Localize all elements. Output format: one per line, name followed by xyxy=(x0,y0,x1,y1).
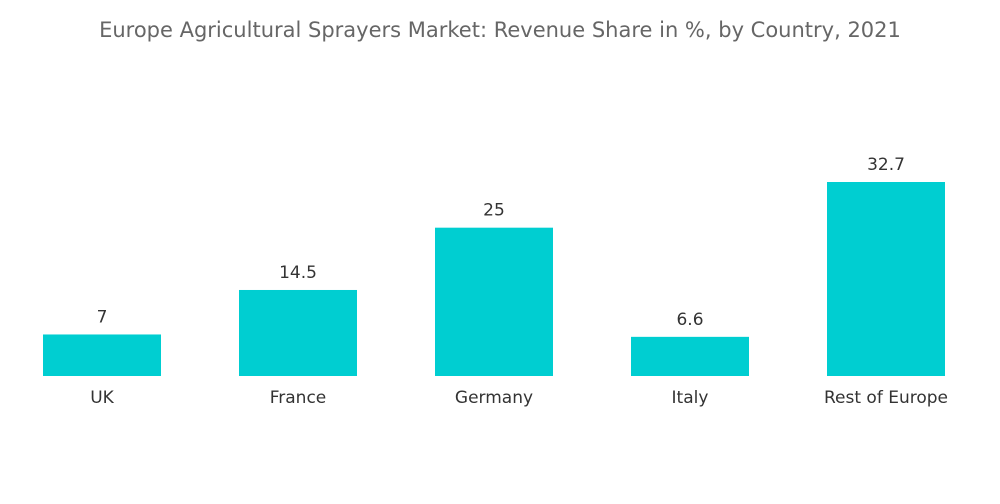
x-tick-label-uk: UK xyxy=(90,388,114,408)
value-label-rest-of-europe: 32.7 xyxy=(867,155,905,175)
bars-group xyxy=(43,182,945,376)
x-tick-label-rest-of-europe: Rest of Europe xyxy=(824,388,948,408)
value-label-france: 14.5 xyxy=(279,263,317,283)
bar-rest-of-europe xyxy=(827,182,945,376)
value-label-italy: 6.6 xyxy=(676,310,703,330)
value-label-germany: 25 xyxy=(483,201,505,221)
bar-italy xyxy=(631,336,749,376)
bar-uk xyxy=(43,334,161,376)
bar-germany xyxy=(435,227,553,376)
x-tick-label-italy: Italy xyxy=(672,388,709,408)
value-labels-group: 7 14.5 25 6.6 32.7 xyxy=(97,155,905,330)
bar-france xyxy=(239,289,357,376)
x-tick-labels-group: UK France Germany Italy Rest of Europe xyxy=(90,388,948,408)
x-tick-label-france: France xyxy=(270,388,327,408)
value-label-uk: 7 xyxy=(97,307,108,327)
x-tick-label-germany: Germany xyxy=(455,388,533,408)
chart-title: Europe Agricultural Sprayers Market: Rev… xyxy=(99,18,901,42)
